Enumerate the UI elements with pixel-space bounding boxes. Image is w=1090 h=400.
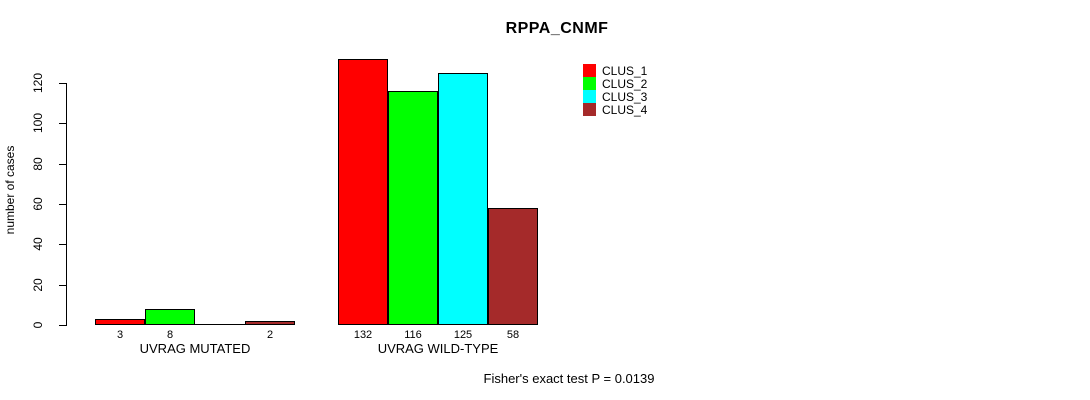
y-tick <box>59 285 66 286</box>
legend-label-clus_2: CLUS_2 <box>602 77 648 91</box>
bar-value-label: 116 <box>404 329 422 341</box>
y-axis-line <box>66 83 67 326</box>
bar-group2-clus_3 <box>438 73 488 325</box>
bar-value-label: 2 <box>266 329 274 341</box>
y-tick <box>59 244 66 245</box>
group-label-2: UVRAG WILD-TYPE <box>377 341 499 356</box>
legend-swatch-clus_1 <box>583 64 596 77</box>
legend-label-clus_3: CLUS_3 <box>602 90 648 104</box>
y-tick <box>59 164 66 165</box>
bar-group2-clus_4 <box>488 208 538 325</box>
bar-group1-clus_1 <box>95 319 145 325</box>
bar-value-label: 125 <box>453 329 473 341</box>
bar-value-label: 8 <box>166 329 174 341</box>
bar-value-label: 58 <box>506 329 520 341</box>
group-label-1: UVRAG MUTATED <box>139 341 251 356</box>
y-tick <box>59 123 66 124</box>
legend-label-clus_1: CLUS_1 <box>602 64 648 78</box>
bar-value-label: 3 <box>116 329 124 341</box>
y-tick <box>59 325 66 326</box>
bar-group1-clus_4 <box>245 321 295 325</box>
y-tick <box>59 204 66 205</box>
y-tick <box>59 83 66 84</box>
footnote-fisher-test: Fisher's exact test P = 0.0139 <box>483 371 655 386</box>
legend-swatch-clus_4 <box>583 103 596 116</box>
chart-title: RPPA_CNMF <box>505 20 609 37</box>
legend-swatch-clus_3 <box>583 90 596 103</box>
bar-group2-clus_1 <box>338 59 388 325</box>
bar-group1-clus_3 <box>195 324 245 325</box>
bar-group2-clus_2 <box>388 91 438 325</box>
legend-swatch-clus_2 <box>583 77 596 90</box>
bar-value-label: 132 <box>353 329 373 341</box>
legend-label-clus_4: CLUS_4 <box>602 103 648 117</box>
bar-group1-clus_2 <box>145 309 195 325</box>
